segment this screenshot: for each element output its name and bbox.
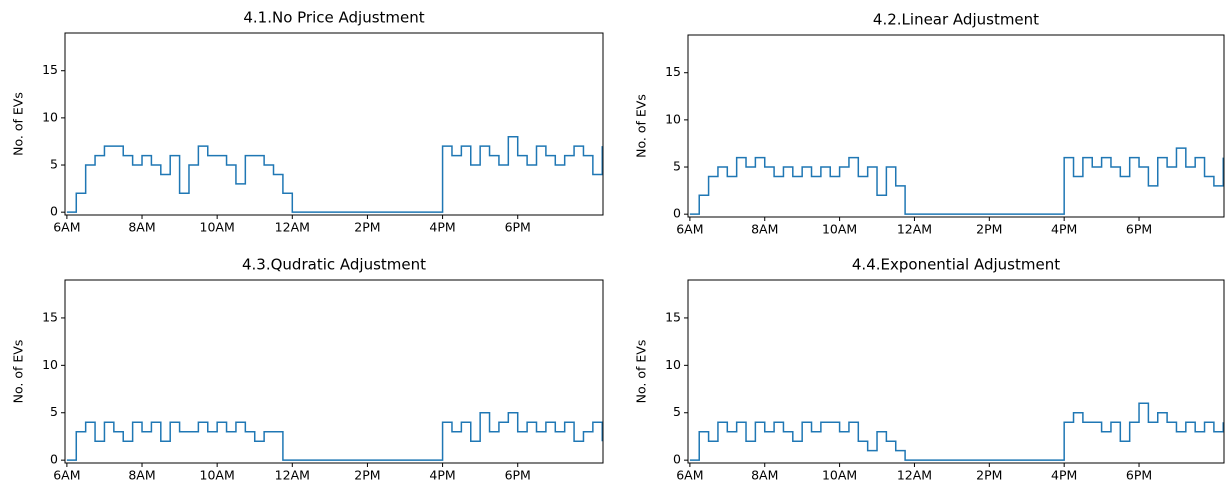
x-tick-label: 4PM [1051, 468, 1077, 483]
x-tick-label: 12AM [275, 220, 310, 235]
x-tick-label: 6PM [1126, 468, 1152, 483]
y-axis-label: No. of EVs [634, 340, 649, 404]
axes-frame [64, 279, 604, 464]
y-tick-label: 15 [42, 309, 58, 324]
y-axis-label: No. of EVs [11, 92, 26, 156]
series-line [689, 147, 1224, 215]
y-tick-label: 15 [665, 309, 681, 324]
y-tick-label: 10 [42, 357, 58, 372]
x-tick-label: 12AM [897, 222, 932, 237]
x-tick-label: 4PM [429, 468, 455, 483]
x-tick-label: 6PM [505, 468, 531, 483]
x-tick-label: 6AM [53, 468, 80, 483]
x-tick-label: 2PM [354, 220, 380, 235]
series-line [689, 402, 1224, 461]
y-tick-label: 0 [50, 452, 58, 467]
y-axis-label: No. of EVs [11, 340, 26, 404]
y-tick-label: 10 [665, 357, 681, 372]
x-tick-label: 6AM [676, 468, 703, 483]
x-tick-label: 8AM [128, 220, 155, 235]
x-tick-label: 2PM [976, 468, 1002, 483]
x-tick-label: 6PM [1126, 222, 1152, 237]
axes-frame [687, 279, 1225, 464]
x-tick-label: 12AM [897, 468, 932, 483]
x-tick-label: 6AM [676, 222, 703, 237]
y-tick-label: 10 [42, 109, 58, 124]
subplot: 4.1.No Price Adjustment No. of EVs 0 5 10 15 6… [11, 9, 604, 235]
y-axis-label: No. of EVs [634, 94, 649, 158]
x-tick-label: 10AM [822, 468, 857, 483]
x-tick-label: 12AM [275, 468, 310, 483]
x-tick-label: 8AM [751, 468, 778, 483]
x-tick-label: 10AM [822, 222, 857, 237]
x-tick-label: 10AM [200, 220, 235, 235]
y-tick-label: 5 [673, 404, 681, 419]
x-tick-label: 4PM [429, 220, 455, 235]
series-line [66, 411, 603, 461]
subplot-title: 4.2.Linear Adjustment [873, 11, 1039, 29]
subplot: 4.3.Qudratic Adjustment No. of EVs 0 5 10 15 6… [11, 256, 604, 483]
x-tick-label: 2PM [354, 468, 380, 483]
x-tick-label: 8AM [751, 222, 778, 237]
y-tick-label: 0 [673, 206, 681, 221]
x-tick-label: 2PM [976, 222, 1002, 237]
x-tick-label: 8AM [128, 468, 155, 483]
subplot: 4.2.Linear Adjustment No. of EVs 0 5 10 15 6AM… [634, 11, 1225, 237]
axes-frame [64, 32, 604, 216]
y-tick-label: 5 [673, 159, 681, 174]
y-tick-label: 10 [665, 111, 681, 126]
y-tick-label: 5 [50, 157, 58, 172]
x-tick-label: 6PM [505, 220, 531, 235]
y-tick-label: 0 [673, 452, 681, 467]
subplot-title: 4.4.Exponential Adjustment [852, 256, 1060, 274]
y-tick-label: 15 [665, 64, 681, 79]
axes-frame [687, 34, 1225, 218]
y-tick-label: 0 [50, 204, 58, 219]
x-tick-label: 10AM [200, 468, 235, 483]
x-tick-label: 4PM [1051, 222, 1077, 237]
y-tick-label: 15 [42, 62, 58, 77]
subplot: 4.4.Exponential Adjustment No. of EVs 0 5 10… [634, 256, 1225, 483]
series-line [66, 135, 603, 213]
y-tick-label: 5 [50, 404, 58, 419]
subplot-title: 4.3.Qudratic Adjustment [242, 256, 426, 274]
x-tick-label: 6AM [53, 220, 80, 235]
subplot-title: 4.1.No Price Adjustment [243, 9, 424, 27]
